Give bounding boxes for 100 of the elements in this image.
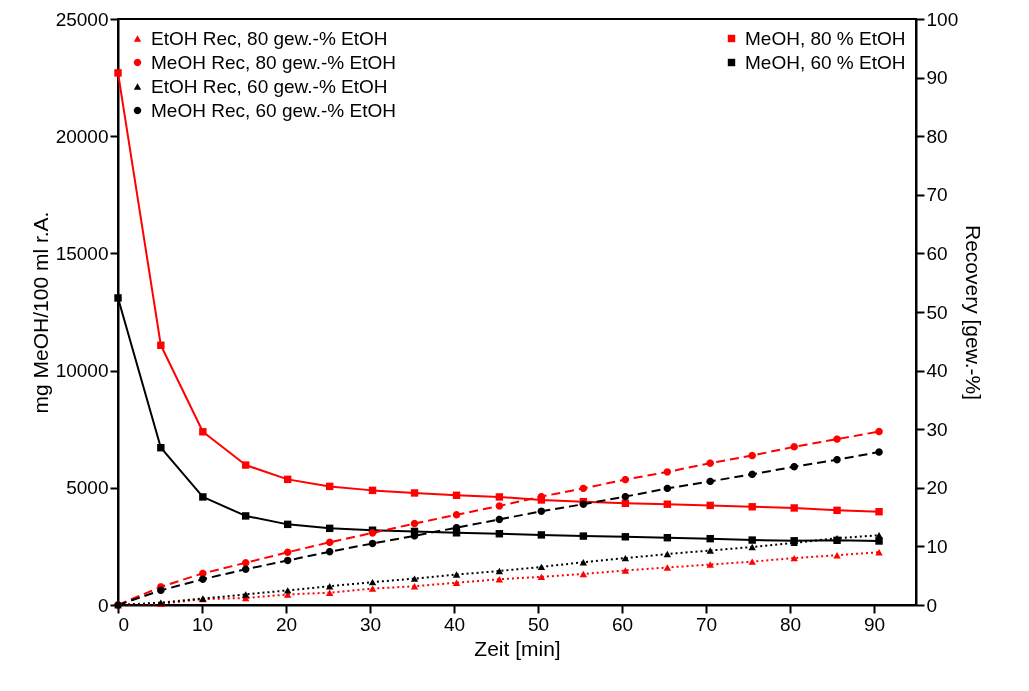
legend-label: EtOH Rec, 60 gew.-% EtOH — [151, 75, 388, 97]
point — [199, 428, 207, 436]
point — [748, 536, 756, 544]
point — [325, 589, 334, 596]
y2-tick-label: 40 — [926, 360, 948, 382]
point — [199, 493, 207, 501]
point — [283, 548, 292, 556]
point — [621, 567, 630, 574]
point — [241, 565, 250, 573]
legend-label: MeOH Rec, 60 gew.-% EtOH — [151, 99, 396, 121]
point — [663, 564, 672, 571]
point — [621, 475, 630, 484]
point — [706, 459, 714, 467]
point — [875, 537, 883, 545]
point — [157, 444, 165, 452]
x-tick-label: 20 — [275, 613, 298, 635]
point — [157, 586, 165, 595]
y-tick-label: 15000 — [55, 242, 109, 264]
y2-tick-label: 70 — [926, 184, 948, 206]
point — [748, 558, 756, 565]
point — [241, 512, 250, 520]
point — [790, 463, 798, 471]
y2-tick-label: 10 — [926, 535, 948, 557]
x-axis-title: Zeit [min] — [474, 636, 561, 660]
point — [833, 506, 841, 515]
y-tick-label: 10000 — [55, 360, 109, 382]
x-tick-label: 70 — [695, 613, 718, 635]
x-tick-label: 50 — [527, 613, 550, 635]
y-tick-label: 5000 — [66, 477, 109, 499]
y-tick-label: 25000 — [55, 8, 109, 30]
y-axis-title: mg MeOH/100 ml r.A. — [28, 211, 52, 414]
point — [495, 576, 504, 583]
point — [875, 448, 883, 456]
point — [663, 484, 672, 493]
point — [157, 341, 165, 349]
point — [410, 583, 419, 590]
point — [199, 575, 207, 583]
point — [663, 468, 672, 476]
point — [495, 493, 504, 501]
point — [241, 461, 250, 469]
point — [748, 543, 756, 551]
y2-tick-label: 50 — [926, 301, 948, 323]
point — [579, 559, 588, 566]
x-tick-label: 10 — [191, 613, 214, 635]
point — [706, 501, 714, 510]
y2-axis-title: Recovery [gew.-%] — [962, 224, 986, 401]
point — [833, 435, 841, 443]
point — [537, 573, 546, 581]
y2-tick-label: 80 — [926, 125, 948, 147]
point — [495, 515, 504, 524]
point — [283, 556, 292, 565]
point — [706, 561, 714, 568]
y2-tick-label: 20 — [926, 477, 948, 499]
point — [452, 579, 461, 586]
point — [706, 547, 714, 554]
point — [410, 575, 419, 582]
y-tick-label: 20000 — [55, 125, 109, 147]
point — [452, 571, 461, 578]
point — [748, 451, 756, 460]
point — [579, 570, 588, 578]
point — [325, 538, 334, 547]
point — [706, 477, 714, 486]
point — [621, 554, 630, 562]
point — [833, 455, 841, 464]
legend-label: MeOH, 80 % EtOH — [745, 27, 906, 49]
point — [537, 507, 546, 515]
legend-label: MeOH Rec, 80 gew.-% EtOH — [151, 51, 396, 73]
point — [748, 503, 756, 511]
x-tick-label: 80 — [779, 613, 802, 635]
point — [790, 504, 798, 512]
point — [452, 511, 461, 519]
point — [495, 567, 504, 575]
point — [875, 427, 883, 436]
x-tick-label: 30 — [359, 613, 382, 635]
point — [114, 69, 122, 77]
point — [283, 587, 292, 594]
point — [875, 508, 883, 516]
point — [537, 531, 546, 539]
legend-label: MeOH, 60 % EtOH — [745, 51, 906, 73]
y2-tick-label: 100 — [926, 8, 959, 30]
x-tick-label: 60 — [611, 613, 634, 635]
y2-tick-label: 60 — [926, 242, 948, 264]
point — [706, 534, 714, 543]
point — [114, 294, 122, 302]
point — [748, 470, 756, 479]
y2-tick-label: 90 — [926, 67, 948, 89]
y-tick-label: 0 — [97, 594, 109, 616]
point — [241, 559, 250, 567]
point — [495, 502, 504, 510]
point — [368, 585, 377, 592]
point — [241, 591, 250, 598]
legend-label: EtOH Rec, 80 gew.-% EtOH — [151, 27, 388, 49]
point — [410, 519, 419, 528]
point — [368, 578, 377, 586]
point — [325, 547, 334, 556]
x-tick-label: 90 — [863, 613, 886, 635]
x-tick-label: 40 — [443, 613, 466, 635]
x-tick-label: 0 — [118, 613, 130, 635]
point — [621, 492, 630, 501]
point — [790, 443, 798, 451]
